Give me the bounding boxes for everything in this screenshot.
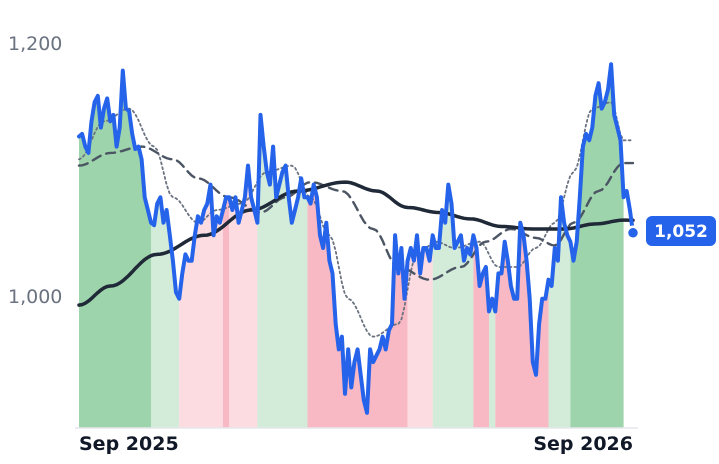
regime-band-8: [432, 184, 474, 428]
regime-band-7: [407, 235, 433, 428]
regime-band-1: [151, 197, 180, 428]
regime-band-10: [489, 298, 496, 428]
regime-band-5: [257, 114, 308, 429]
regime-band-3: [223, 197, 230, 428]
regime-band-12: [548, 197, 571, 428]
y-tick-label-1000: 1,000: [8, 286, 62, 308]
regime-band-4: [229, 165, 258, 428]
x-tick-label-end: Sep 2026: [533, 433, 633, 455]
regime-band-9: [473, 235, 489, 428]
y-tick-label-1200: 1,200: [8, 33, 62, 55]
regime-band-0: [79, 70, 151, 428]
regime-band-2: [179, 184, 223, 428]
ma-medium-line: [77, 145, 635, 281]
regime-band-6: [307, 184, 408, 428]
last-value-badge: 1,052: [625, 216, 716, 246]
ma-short-line: [78, 101, 634, 338]
price-line: [77, 62, 635, 415]
last-value-label: 1,052: [654, 222, 708, 242]
x-tick-label-start: Sep 2025: [79, 433, 179, 455]
last-value-badge-bg: [646, 216, 716, 246]
last-value-point: [625, 225, 641, 241]
series-lines: [77, 62, 635, 415]
